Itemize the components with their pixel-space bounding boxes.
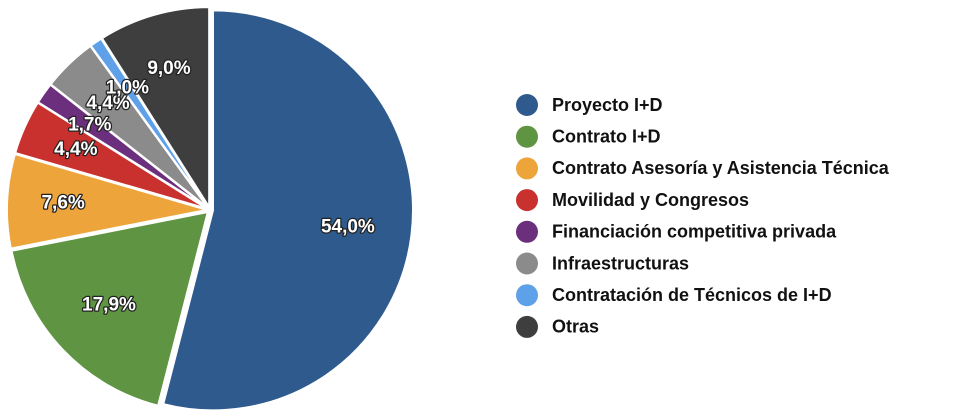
legend-label: Infraestructuras [552,253,689,273]
value-label: 17,9% [82,294,136,315]
legend-label: Contrato Asesoría y Asistencia Técnica [552,158,890,178]
value-label: 4,4% [54,139,97,160]
legend-swatch [516,315,538,338]
value-label: 1,0% [106,77,149,98]
pie-slice [100,6,211,211]
legend-swatch [516,220,538,243]
legend-swatch [516,125,538,148]
legend-label: Contrato I+D [552,126,661,146]
legend-swatch [516,94,538,116]
legend-swatch [516,189,538,212]
legend-label: Proyecto I+D [552,95,663,115]
value-label: 1,7% [68,114,111,135]
legend-label: Contratación de Técnicos de I+D [552,285,832,305]
legend-label: Otras [552,317,599,337]
pie-slice [10,210,210,407]
pie-slice [6,152,208,250]
value-label: 4,4% [86,93,129,114]
legend-swatch [516,284,538,307]
value-label: 54,0% [321,216,375,237]
legend-swatch [516,157,538,180]
legend-label: Movilidad y Congresos [552,190,749,210]
value-label: 9,0% [147,58,190,79]
pie-slice [162,9,414,412]
legend-swatch [516,252,538,275]
legend-label: Financiación competitiva privada [552,222,837,242]
value-label: 7,6% [41,193,84,214]
